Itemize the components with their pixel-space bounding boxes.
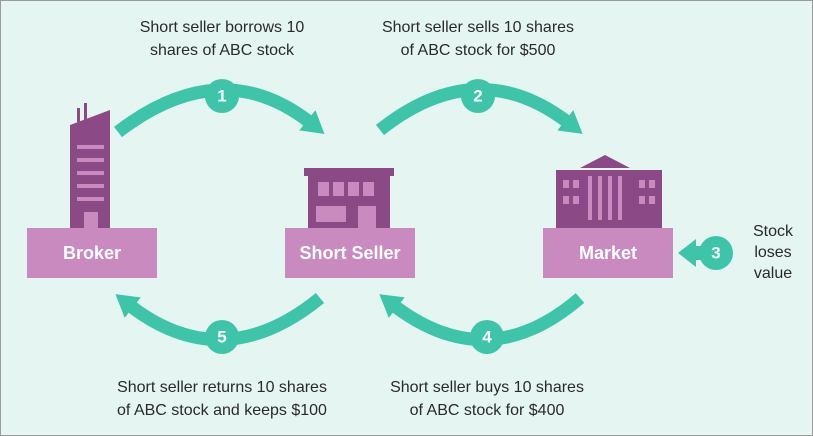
node-box: [543, 228, 673, 278]
step-text: of ABC stock for $500: [401, 42, 556, 59]
step-text: Stock: [753, 223, 794, 240]
step-number: 5: [217, 327, 226, 346]
step-text: shares of ABC stock: [150, 42, 295, 59]
step-text: Short seller returns 10 shares: [117, 379, 327, 396]
broker-icon: [70, 103, 110, 228]
step-number: 3: [711, 243, 720, 262]
step-text: Short seller sells 10 shares: [382, 19, 574, 36]
step-text: of ABC stock for $400: [410, 402, 565, 419]
step-text: loses: [754, 244, 791, 261]
node-label: Broker: [63, 243, 121, 263]
node-label: Market: [579, 243, 637, 263]
step-badge: [470, 320, 504, 354]
short-seller-icon: [304, 168, 394, 228]
step-text: Short seller buys 10 shares: [390, 379, 584, 396]
node-box: [285, 228, 415, 278]
step-badge: [205, 320, 239, 354]
step-number: 4: [482, 327, 492, 346]
node-box: [27, 228, 157, 278]
step-text: Short seller borrows 10: [140, 19, 305, 36]
step-number: 2: [473, 86, 482, 105]
step-text: value: [754, 265, 792, 282]
step-badge: [205, 79, 239, 113]
step-number: 1: [217, 86, 226, 105]
market-icon: [556, 155, 662, 228]
step-badge: [699, 236, 733, 270]
node-label: Short Seller: [299, 243, 400, 263]
step-badge: [461, 79, 495, 113]
step-text: of ABC stock and keeps $100: [117, 402, 327, 419]
